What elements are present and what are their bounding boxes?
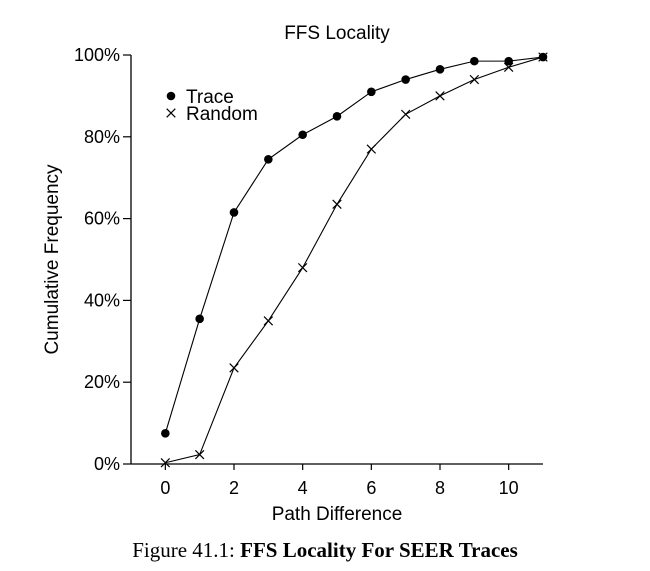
x-tick-label: 10 [499, 478, 519, 498]
y-tick-label: 100% [74, 45, 120, 65]
data-point-random [297, 262, 308, 273]
figure-caption: Figure 41.1: FFS Locality For SEER Trace… [0, 538, 650, 563]
data-point-trace [298, 130, 307, 140]
data-point-random [332, 199, 342, 210]
data-point-random [400, 109, 411, 120]
data-point-random [366, 144, 377, 154]
y-tick-label: 40% [84, 290, 120, 310]
data-point-trace [504, 56, 513, 66]
legend-marker-random [166, 108, 176, 118]
data-point-trace [264, 154, 273, 164]
x-tick-label: 4 [298, 478, 308, 498]
data-point-trace [367, 87, 376, 97]
y-axis-label: Cumulative Frequency [42, 164, 63, 355]
x-axis-label: Path Difference [272, 504, 403, 525]
x-tick-label: 6 [366, 478, 376, 498]
legend-label-trace: Trace [186, 87, 234, 108]
data-point-random [469, 74, 480, 85]
data-point-random [263, 316, 274, 326]
series-line-random [165, 56, 544, 464]
data-point-trace [332, 112, 342, 121]
y-tick-label: 80% [84, 127, 120, 147]
caption-title: FFS Locality For SEER Traces [240, 538, 518, 562]
data-point-trace [470, 56, 479, 66]
caption-label: Figure 41.1: [132, 538, 235, 562]
y-tick-label: 0% [94, 454, 120, 474]
x-tick-label: 2 [229, 478, 239, 498]
legend-label-random: Random [186, 104, 258, 125]
y-tick-label: 20% [84, 372, 120, 392]
data-point-trace [161, 429, 170, 438]
data-point-trace [435, 65, 445, 74]
data-point-random [194, 449, 205, 460]
x-tick-label: 0 [160, 478, 170, 498]
data-point-random [160, 458, 171, 468]
x-tick-label: 8 [435, 478, 445, 498]
data-point-trace [401, 75, 410, 84]
data-point-random [503, 62, 514, 72]
data-point-trace [229, 208, 239, 217]
y-tick-label: 60% [84, 209, 120, 229]
legend-marker-trace [166, 91, 176, 101]
chart: 0 2 4 6 8 100%20%40%60%80%100%FFS LocalityPat… [42, 23, 548, 525]
data-point-trace [195, 314, 204, 324]
data-point-random [435, 91, 445, 101]
data-point-random [229, 363, 239, 373]
series-line-trace [164, 56, 544, 434]
chart-title: FFS Locality [284, 23, 390, 44]
data-point-random [538, 52, 548, 62]
